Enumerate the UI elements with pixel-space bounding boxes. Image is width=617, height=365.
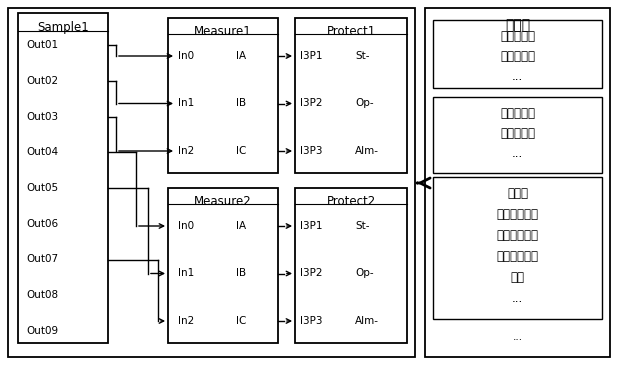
Text: 起动: 起动 [510,271,524,284]
Bar [295,18,407,173]
Text: 保护：: 保护： [507,187,528,200]
Text: Op-: Op- [355,99,374,108]
Text: Measure1: Measure1 [194,25,252,38]
Text: IB: IB [236,269,246,278]
Text: In0: In0 [178,221,194,231]
Text: St-: St- [355,221,370,231]
Text: In1: In1 [178,269,194,278]
Text: Protect1: Protect1 [326,25,376,38]
Text: ...: ... [512,147,523,160]
Text: IA: IA [236,221,246,231]
Text: Op-: Op- [355,269,374,278]
Bar [425,8,610,357]
Bar [433,177,602,319]
Bar [8,8,415,357]
Text: IC: IC [236,146,246,156]
Text: St-: St- [355,51,370,61]
Text: 与、或、非: 与、或、非 [500,50,535,63]
Text: Out07: Out07 [26,254,58,265]
Text: I3P2: I3P2 [300,99,323,108]
Bar [18,13,108,343]
Text: Out06: Out06 [26,219,58,229]
Text: Measure2: Measure2 [194,195,252,208]
Text: 延时、展宽: 延时、展宽 [500,127,535,140]
Bar [168,188,278,343]
Text: IC: IC [236,316,246,326]
Text: I3P3: I3P3 [300,146,323,156]
Text: Out09: Out09 [26,326,58,336]
Text: Alm-: Alm- [355,146,379,156]
Text: 采样、滤波、: 采样、滤波、 [497,208,539,221]
Text: Out08: Out08 [26,290,58,300]
Text: I3P1: I3P1 [300,221,323,231]
Text: 时间处理：: 时间处理： [500,107,535,120]
Text: Alm-: Alm- [355,316,379,326]
Text: 纵差、失灵、: 纵差、失灵、 [497,250,539,263]
Text: Out02: Out02 [26,76,58,86]
Text: 元件库: 元件库 [505,18,530,32]
Text: ...: ... [512,292,523,305]
Bar [433,97,602,173]
Bar [168,18,278,173]
Text: I3P1: I3P1 [300,51,323,61]
Text: Out04: Out04 [26,147,58,157]
Text: In2: In2 [178,146,194,156]
Text: In1: In1 [178,99,194,108]
Text: Out05: Out05 [26,183,58,193]
Text: In0: In0 [178,51,194,61]
Text: I3P2: I3P2 [300,269,323,278]
Text: Sample1: Sample1 [37,21,89,34]
Text: Out03: Out03 [26,111,58,122]
Text: ...: ... [512,70,523,83]
Bar [295,188,407,343]
Text: Out01: Out01 [26,40,58,50]
Text: IA: IA [236,51,246,61]
Text: 逻辑运算：: 逻辑运算： [500,30,535,43]
Text: IB: IB [236,99,246,108]
Text: In2: In2 [178,316,194,326]
Bar [433,20,602,88]
Text: ...: ... [513,332,523,342]
Text: I3P3: I3P3 [300,316,323,326]
Text: 过流、过压、: 过流、过压、 [497,229,539,242]
Text: Protect2: Protect2 [326,195,376,208]
